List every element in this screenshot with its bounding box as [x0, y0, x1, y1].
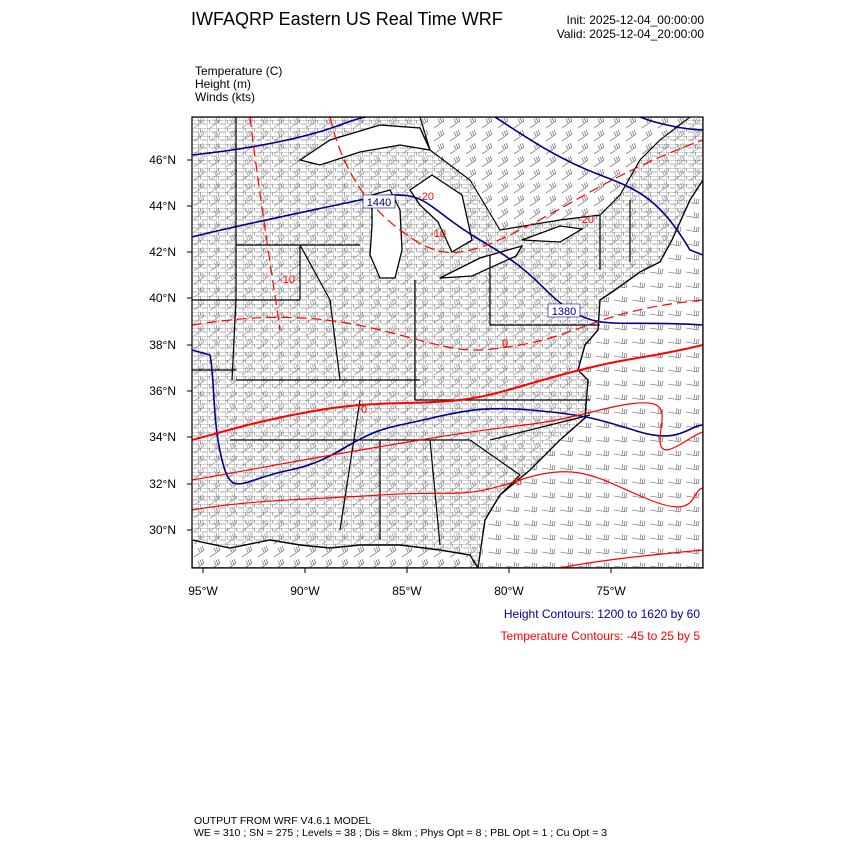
lon-label: 95°W — [188, 584, 218, 598]
temperature-contour-legend: Temperature Contours: -45 to 25 by 5 — [500, 629, 700, 643]
height-contours — [192, 117, 703, 485]
field-label-height: Height (m) — [195, 77, 252, 91]
lat-label: 42°N — [149, 245, 176, 259]
init-time: Init: 2025-12-04_00:00:00 — [566, 13, 704, 27]
height-label: 1440 — [362, 194, 396, 209]
height-label: 1380 — [547, 303, 581, 318]
height-contour-legend: Height Contours: 1200 to 1620 by 60 — [503, 607, 700, 621]
lat-label: 34°N — [149, 430, 176, 444]
axis-ticks — [187, 159, 612, 573]
svg-text:-20: -20 — [418, 191, 434, 203]
footer-config: WE = 310 ; SN = 275 ; Levels = 38 ; Dis … — [194, 827, 608, 839]
field-label-winds: Winds (kts) — [195, 90, 255, 104]
plot-title: IWFAQRP Eastern US Real Time WRF — [191, 9, 503, 29]
lat-label: 32°N — [149, 477, 176, 491]
lon-label: 85°W — [392, 584, 422, 598]
field-label-temperature: Temperature (C) — [195, 64, 283, 78]
svg-text:0: 0 — [361, 404, 367, 416]
svg-text:-10: -10 — [430, 228, 446, 240]
lat-label: 40°N — [149, 291, 176, 305]
svg-text:5: 5 — [516, 476, 522, 488]
footer-model: OUTPUT FROM WRF V4.6.1 MODEL — [194, 815, 372, 827]
valid-time: Valid: 2025-12-04_20:00:00 — [556, 27, 704, 41]
svg-text:1380: 1380 — [552, 306, 576, 318]
svg-text:0: 0 — [502, 338, 508, 350]
lon-label: 80°W — [494, 584, 524, 598]
lat-label: 30°N — [149, 523, 176, 537]
svg-text:-10: -10 — [279, 274, 295, 286]
map-frame — [191, 116, 704, 569]
contour-labels: 1440 1380 -20 -20 -10 -10 0 0 5 — [279, 191, 594, 488]
lat-label: 44°N — [149, 199, 176, 213]
lake-ontario — [521, 225, 584, 243]
lon-label: 90°W — [290, 584, 320, 598]
state-boundaries — [192, 117, 631, 546]
svg-text:1440: 1440 — [367, 197, 391, 209]
temperature-contours — [192, 117, 703, 568]
lake-superior — [298, 124, 432, 166]
lon-label: 75°W — [596, 584, 626, 598]
lat-label: 38°N — [149, 338, 176, 352]
temperature-label: -20 -20 -10 -10 0 0 5 — [279, 191, 594, 488]
lat-label: 36°N — [149, 384, 176, 398]
lat-label: 46°N — [149, 153, 176, 167]
svg-text:-20: -20 — [578, 214, 594, 226]
